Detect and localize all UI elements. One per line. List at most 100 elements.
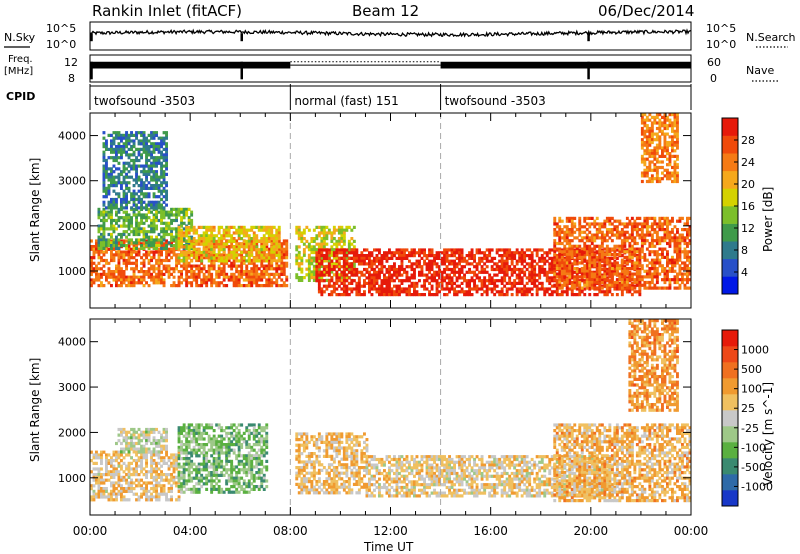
freq-tick-lo: 8 (68, 72, 75, 85)
nave-label: Nave (746, 64, 774, 77)
freq-tick-hi: 12 (64, 56, 78, 69)
cpid-label: CPID (6, 90, 35, 103)
cpid-segment-label-1: normal (fast) 151 (294, 94, 398, 108)
freq-band-early (90, 61, 291, 69)
power-time-gridlines (289, 113, 442, 308)
velocity-colorbar-swatch-8 (722, 362, 738, 379)
power-colorbar-swatch-7 (722, 153, 738, 172)
power-colorbar-swatch-6 (722, 170, 738, 189)
velocity-colorbar-tick-label-7: -1000 (741, 480, 773, 493)
cpid-segment-label-2: twofsound -3503 (445, 94, 546, 108)
time-tick-label-1: 04:00 (173, 524, 208, 538)
power-colorbar-tick-label-0: 28 (741, 134, 755, 147)
freq-band-late (440, 61, 691, 69)
velocity-colorbar-ticks: 1000 500 100 25 -25 -100 -500 -1000 (734, 344, 773, 493)
velocity-axis-ticks: 1000 2000 3000 4000 (58, 319, 692, 515)
power-colorbar-tick-label-4: 12 (741, 222, 755, 235)
velocity-colorbar-swatch-6 (722, 394, 738, 411)
time-axis: 00:00 04:00 08:00 12:00 16:00 20:00 00:00 (73, 524, 709, 538)
freq-label-line1: Freq. (8, 54, 33, 65)
power-colorbar-tick-label-2: 20 (741, 178, 755, 191)
velocity-colorbar-swatch-4 (722, 426, 738, 443)
power-colorbar-tick-label-6: 4 (741, 266, 748, 279)
velocity-panel: 1000 2000 3000 4000 Slant Range [km] (28, 318, 692, 516)
velocity-colorbar-swatch-5 (722, 410, 738, 427)
power-ytick-label-2: 3000 (58, 175, 86, 188)
nsky-trace-line (89, 28, 692, 38)
power-colorbar-swatch-8 (722, 135, 738, 154)
nave-tick-hi: 60 (707, 56, 721, 69)
velocity-colorbar-frame (721, 329, 739, 507)
nave-tick-lo: 0 (710, 72, 717, 85)
velocity-colorbar-swatch-3 (722, 442, 738, 459)
cpid-segment-label-0: twofsound -3503 (94, 94, 195, 108)
time-tick-label-0: 00:00 (73, 524, 108, 538)
nsky-label: N.Sky (4, 31, 36, 44)
power-region-2 (102, 131, 168, 210)
power-colorbar-swatch-0 (722, 276, 738, 295)
power-colorbar-tick-label-3: 16 (741, 200, 755, 213)
noise-tick-left-hi: 10^5 (46, 22, 76, 35)
power-axis-ticks: 1000 2000 3000 4000 (58, 113, 692, 308)
time-tick-label-2: 08:00 (273, 524, 308, 538)
velocity-colorbar-swatch-2 (722, 458, 738, 475)
power-region-6 (553, 216, 692, 290)
velocity-ytick-label-2: 3000 (58, 381, 86, 394)
velocity-colorbar: 1000 500 100 25 -25 -100 -500 -1000 Velocity [m… (721, 329, 775, 507)
power-colorbar-tick-label-1: 24 (741, 156, 755, 169)
freq-spike-2 (587, 61, 590, 80)
beam-label: Beam 12 (352, 2, 419, 20)
freq-trace (90, 61, 691, 80)
freq-strip: Freq. [MHz] Nave 12 8 60 0 (4, 54, 780, 85)
velocity-colorbar-swatch-7 (722, 378, 738, 395)
noise-spike-1 (240, 33, 244, 42)
date-label: 06/Dec/2014 (598, 2, 694, 20)
velocity-colorbar-swatch-10 (722, 330, 738, 347)
noise-spike-0 (90, 33, 93, 42)
noise-spike-2 (587, 33, 590, 42)
power-region-3 (177, 225, 281, 263)
noise-trace (89, 28, 692, 42)
power-colorbar-swatch-1 (722, 258, 738, 277)
velocity-ylabel: Slant Range [km] (28, 358, 42, 462)
power-ylabel: Slant Range [km] (28, 158, 42, 262)
freq-label-line2: [MHz] (4, 66, 33, 77)
cpid-strip: CPID twofsound -3503 normal (fast) 151 two… (6, 84, 692, 110)
velocity-ytick-label-3: 4000 (58, 336, 86, 349)
velocity-colorbar-tick-label-1: 500 (741, 363, 762, 376)
velocity-region-5 (553, 423, 692, 503)
velocity-region-3 (295, 432, 369, 495)
velocity-colorbar-tick-label-0: 1000 (741, 344, 769, 357)
station-title: Rankin Inlet (fitACF) (92, 2, 242, 20)
velocity-region-6 (628, 319, 679, 412)
velocity-colorbar-tick-label-6: -500 (741, 461, 766, 474)
nsearch-label: N.Search (746, 31, 796, 44)
time-tick-label-3: 12:00 (373, 524, 408, 538)
power-colorbar-swatch-4 (722, 206, 738, 224)
velocity-colorbar-tick-label-3: 25 (741, 402, 755, 415)
power-colorbar-ticks: 28 24 20 16 12 8 4 (734, 134, 755, 279)
power-ytick-label-3: 4000 (58, 130, 86, 143)
noise-tick-right-lo: 10^0 (706, 38, 736, 51)
noise-tick-right-hi: 10^5 (706, 22, 736, 35)
noise-tick-left-lo: 10^0 (46, 38, 76, 51)
freq-spike-1 (240, 61, 244, 80)
power-colorbar-swatch-2 (722, 241, 738, 260)
velocity-colorbar-swatch-0 (722, 490, 738, 507)
velocity-colorbar-tick-label-5: -100 (741, 441, 766, 454)
power-panel: 1000 2000 3000 4000 Slant Range [km] (28, 112, 692, 309)
velocity-ytick-label-1: 2000 (58, 426, 86, 439)
power-colorbar: 28 24 20 16 12 8 4 Power [dB] (721, 117, 775, 295)
power-colorbar-tick-label-5: 8 (741, 244, 748, 257)
velocity-colorbar-tick-label-4: -25 (741, 422, 759, 435)
time-axis-label: Time UT (363, 540, 414, 554)
velocity-colorbar-swatch-9 (722, 346, 738, 363)
velocity-colorbar-swatches (721, 329, 739, 507)
power-region-7 (640, 113, 679, 184)
power-ytick-label-0: 1000 (58, 265, 86, 278)
noise-strip: N.Sky N.Search 10^5 10^0 10^5 10^0 (4, 21, 796, 51)
velocity-ytick-label-0: 1000 (58, 472, 86, 485)
velocity-region-1 (115, 427, 168, 454)
velocity-colorbar-tick-label-2: 100 (741, 383, 762, 396)
